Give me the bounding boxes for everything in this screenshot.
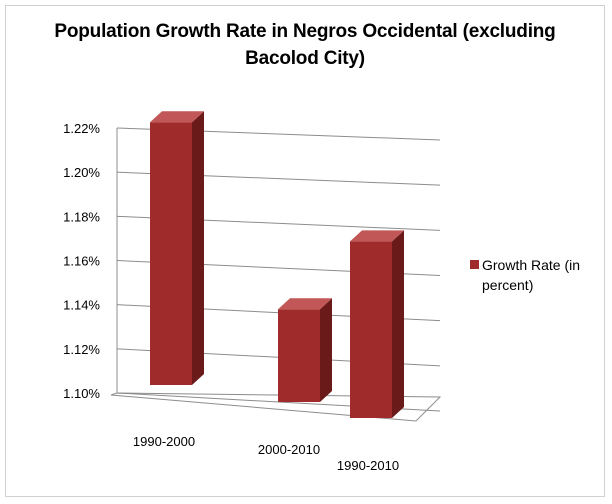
y-tick-label: 1.20% <box>63 165 100 180</box>
x-tick-label: 1990-2010 <box>337 458 399 473</box>
bar <box>278 309 320 402</box>
y-tick-label: 1.14% <box>63 298 100 313</box>
y-tick-label: 1.16% <box>63 254 100 269</box>
bar-top <box>350 230 404 242</box>
chart-title: Population Growth Rate in Negros Occiden… <box>54 21 556 69</box>
bar <box>350 241 392 418</box>
x-tick-label: 1990-2000 <box>133 434 195 449</box>
legend-swatch <box>470 260 479 269</box>
y-tick-label: 1.18% <box>63 209 100 224</box>
chart-frame <box>5 5 605 497</box>
y-tick-label: 1.12% <box>63 342 100 357</box>
bar-top <box>150 111 204 123</box>
bar-top <box>278 298 332 310</box>
legend-label: Growth Rate (in percent) <box>482 257 581 293</box>
y-tick-label: 1.22% <box>63 121 100 136</box>
bar-side <box>320 298 332 402</box>
x-tick-label: 2000-2010 <box>258 442 320 457</box>
bar <box>150 122 192 385</box>
bar-side <box>392 230 404 418</box>
chart-floor <box>110 392 442 422</box>
y-tick-label: 1.10% <box>63 386 100 401</box>
bar-side <box>192 111 204 385</box>
